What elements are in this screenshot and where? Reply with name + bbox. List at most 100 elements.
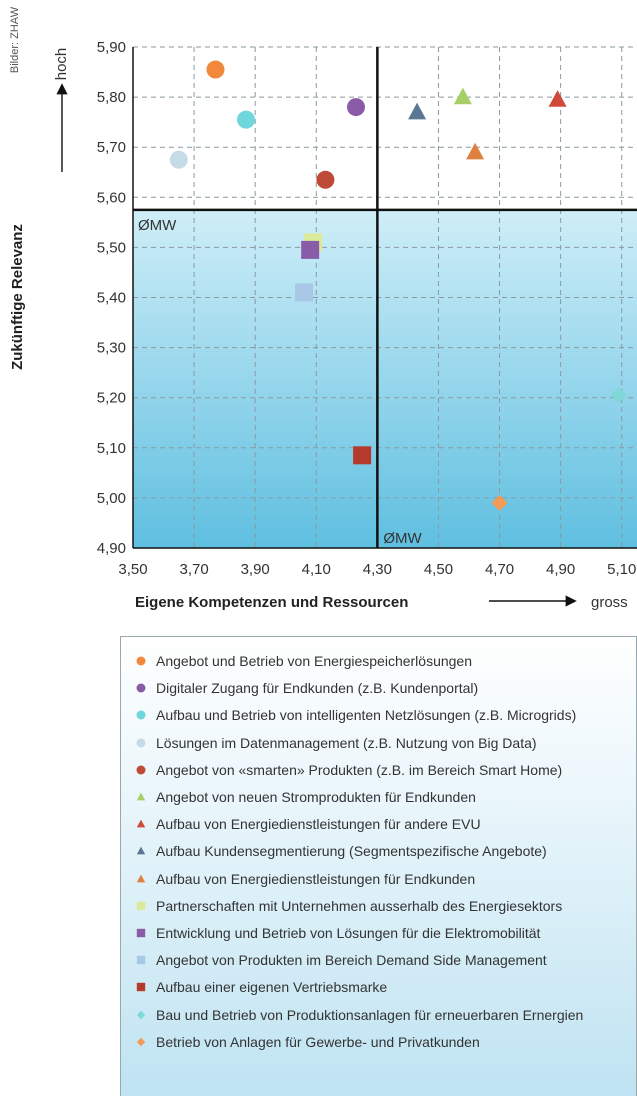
legend-label: Angebot von «smarten» Produkten (z.B. im… [156,761,563,778]
legend-item: Aufbau und Betrieb von intelligenten Net… [135,705,576,725]
legend-marker-triangle [136,846,146,855]
data-point-triangle [408,102,427,120]
legend-label: Aufbau einer eigenen Vertriebsmarke [156,979,388,996]
x-tick-label: 5,10 [607,561,636,578]
legend-marker-triangle [136,819,146,828]
data-point-diamond [491,494,508,511]
y-tick-label: 5,00 [97,490,126,507]
y-tick-label: 5,40 [97,290,126,307]
y-tick-label: 5,10 [97,440,126,457]
legend-item: Angebot von «smarten» Produkten (z.B. im… [135,760,562,780]
legend-marker-circle [136,765,146,775]
legend-marker-shape [136,738,146,748]
y-tick-label: 5,30 [97,340,126,357]
legend-marker-circle [136,683,146,693]
y-axis-arrow-label: hoch [53,48,70,81]
legend-label: Digitaler Zugang für Endkunden (z.B. Kun… [156,680,479,697]
lower-area [133,209,637,548]
legend-item: Angebot von Produkten im Bereich Demand … [135,950,547,970]
legend-item: Entwicklung und Betrieb von Lösungen für… [135,923,540,943]
data-point-triangle [548,90,567,107]
mean-label-y: ØMW [138,217,177,234]
legend-marker-shape [136,874,146,882]
legend-marker-shape [136,983,146,992]
legend-marker-shape [136,928,146,938]
x-tick-label: 4,70 [485,561,514,578]
legend-marker-shape [136,1010,146,1019]
legend: Angebot und Betrieb von Energiespeicherl… [120,636,637,1096]
legend-item: Digitaler Zugang für Endkunden (z.B. Kun… [135,678,478,698]
legend-label: Entwicklung und Betrieb von Lösungen für… [156,925,541,941]
y-axis-title: Zukünftige Relevanz [9,224,26,370]
legend-marker-shape [136,819,146,828]
x-tick-label: 3,50 [118,561,147,578]
data-point-circle [346,98,365,117]
data-point-square [353,446,372,465]
y-tick-label: 5,60 [97,189,126,206]
legend-item: Aufbau Kundensegmentierung (Segmentspezi… [135,841,547,861]
legend-item: Aufbau von Energiedienstleistungen für E… [135,869,475,889]
legend-label: Partnerschaften mit Unternehmen ausserha… [156,897,563,914]
legend-marker-shape [136,846,146,855]
legend-label: Angebot und Betrieb von Energiespeicherl… [156,653,473,669]
legend-item: Betrieb von Anlagen für Gewerbe- und Pri… [135,1032,480,1052]
legend-label: Lösungen im Datenmanagement (z.B. Nutzun… [156,734,537,751]
x-tick-label: 4,10 [302,561,331,578]
data-point-square [295,283,314,302]
y-tick-label: 5,70 [97,139,126,156]
legend-marker-shape [136,656,146,666]
legend-marker-shape [136,683,146,693]
data-point-circle [169,150,188,169]
legend-marker-square [136,928,146,938]
y-tick-label: 5,50 [97,239,126,256]
data-point-square [301,240,320,259]
data-point-circle [237,110,256,129]
data-point-circle [206,60,225,79]
legend-marker-shape [136,901,146,910]
y-tick-label: 4,90 [97,540,126,557]
legend-marker-shape [136,765,146,775]
data-point-triangle [453,87,472,105]
legend-label: Angebot von Produkten im Bereich Demand … [156,952,547,969]
legend-item: Bau und Betrieb von Produktionsanlagen f… [135,1005,583,1025]
x-tick-label: 4,90 [546,561,575,578]
x-tick-label: 4,50 [424,561,453,578]
legend-item: Angebot von neuen Stromprodukten für End… [135,787,476,807]
y-tick-label: 5,80 [97,89,126,106]
legend-marker-shape [136,1037,146,1046]
data-point-circle [316,170,335,189]
x-tick-label: 3,90 [241,561,270,578]
legend-item: Partnerschaften mit Unternehmen ausserha… [135,896,562,916]
y-tick-label: 5,90 [97,39,126,56]
y-tick-label: 5,20 [97,390,126,407]
legend-label: Bau und Betrieb von Produktionsanlagen f… [156,1006,584,1023]
legend-label: Aufbau und Betrieb von intelligenten Net… [156,707,577,724]
x-tick-label: 4,30 [363,561,392,578]
legend-marker-triangle [136,874,146,882]
legend-marker-circle [136,738,146,748]
legend-marker-shape [136,710,146,720]
legend-item: Aufbau einer eigenen Vertriebsmarke [135,977,387,997]
x-axis-arrow-label: gross [591,594,628,611]
legend-label: Aufbau Kundensegmentierung (Segmentspezi… [156,843,547,860]
legend-label: Aufbau von Energiedienstleistungen für E… [156,870,476,887]
legend-marker-square [136,901,146,910]
legend-marker-circle [136,710,146,720]
legend-label: Aufbau von Energiedienstleistungen für a… [156,816,481,833]
legend-marker-diamond [136,1037,146,1046]
legend-label: Betrieb von Anlagen für Gewerbe- und Pri… [156,1033,480,1050]
x-axis-title: Eigene Kompetenzen und Ressourcen [135,594,408,611]
legend-marker-shape [136,792,146,801]
legend-marker-diamond [136,1010,146,1019]
legend-marker-triangle [136,792,146,801]
mean-label-x: ØMW [383,530,422,547]
data-point-triangle [466,142,485,160]
legend-marker-square [136,983,146,992]
legend-item: Angebot und Betrieb von Energiespeicherl… [135,651,472,671]
legend-item: Aufbau von Energiedienstleistungen für a… [135,814,481,834]
legend-label: Angebot von neuen Stromprodukten für End… [156,789,476,805]
legend-item: Lösungen im Datenmanagement (z.B. Nutzun… [135,733,537,753]
legend-marker-shape [136,955,146,965]
legend-marker-square [136,955,146,965]
data-point-diamond [610,387,627,404]
